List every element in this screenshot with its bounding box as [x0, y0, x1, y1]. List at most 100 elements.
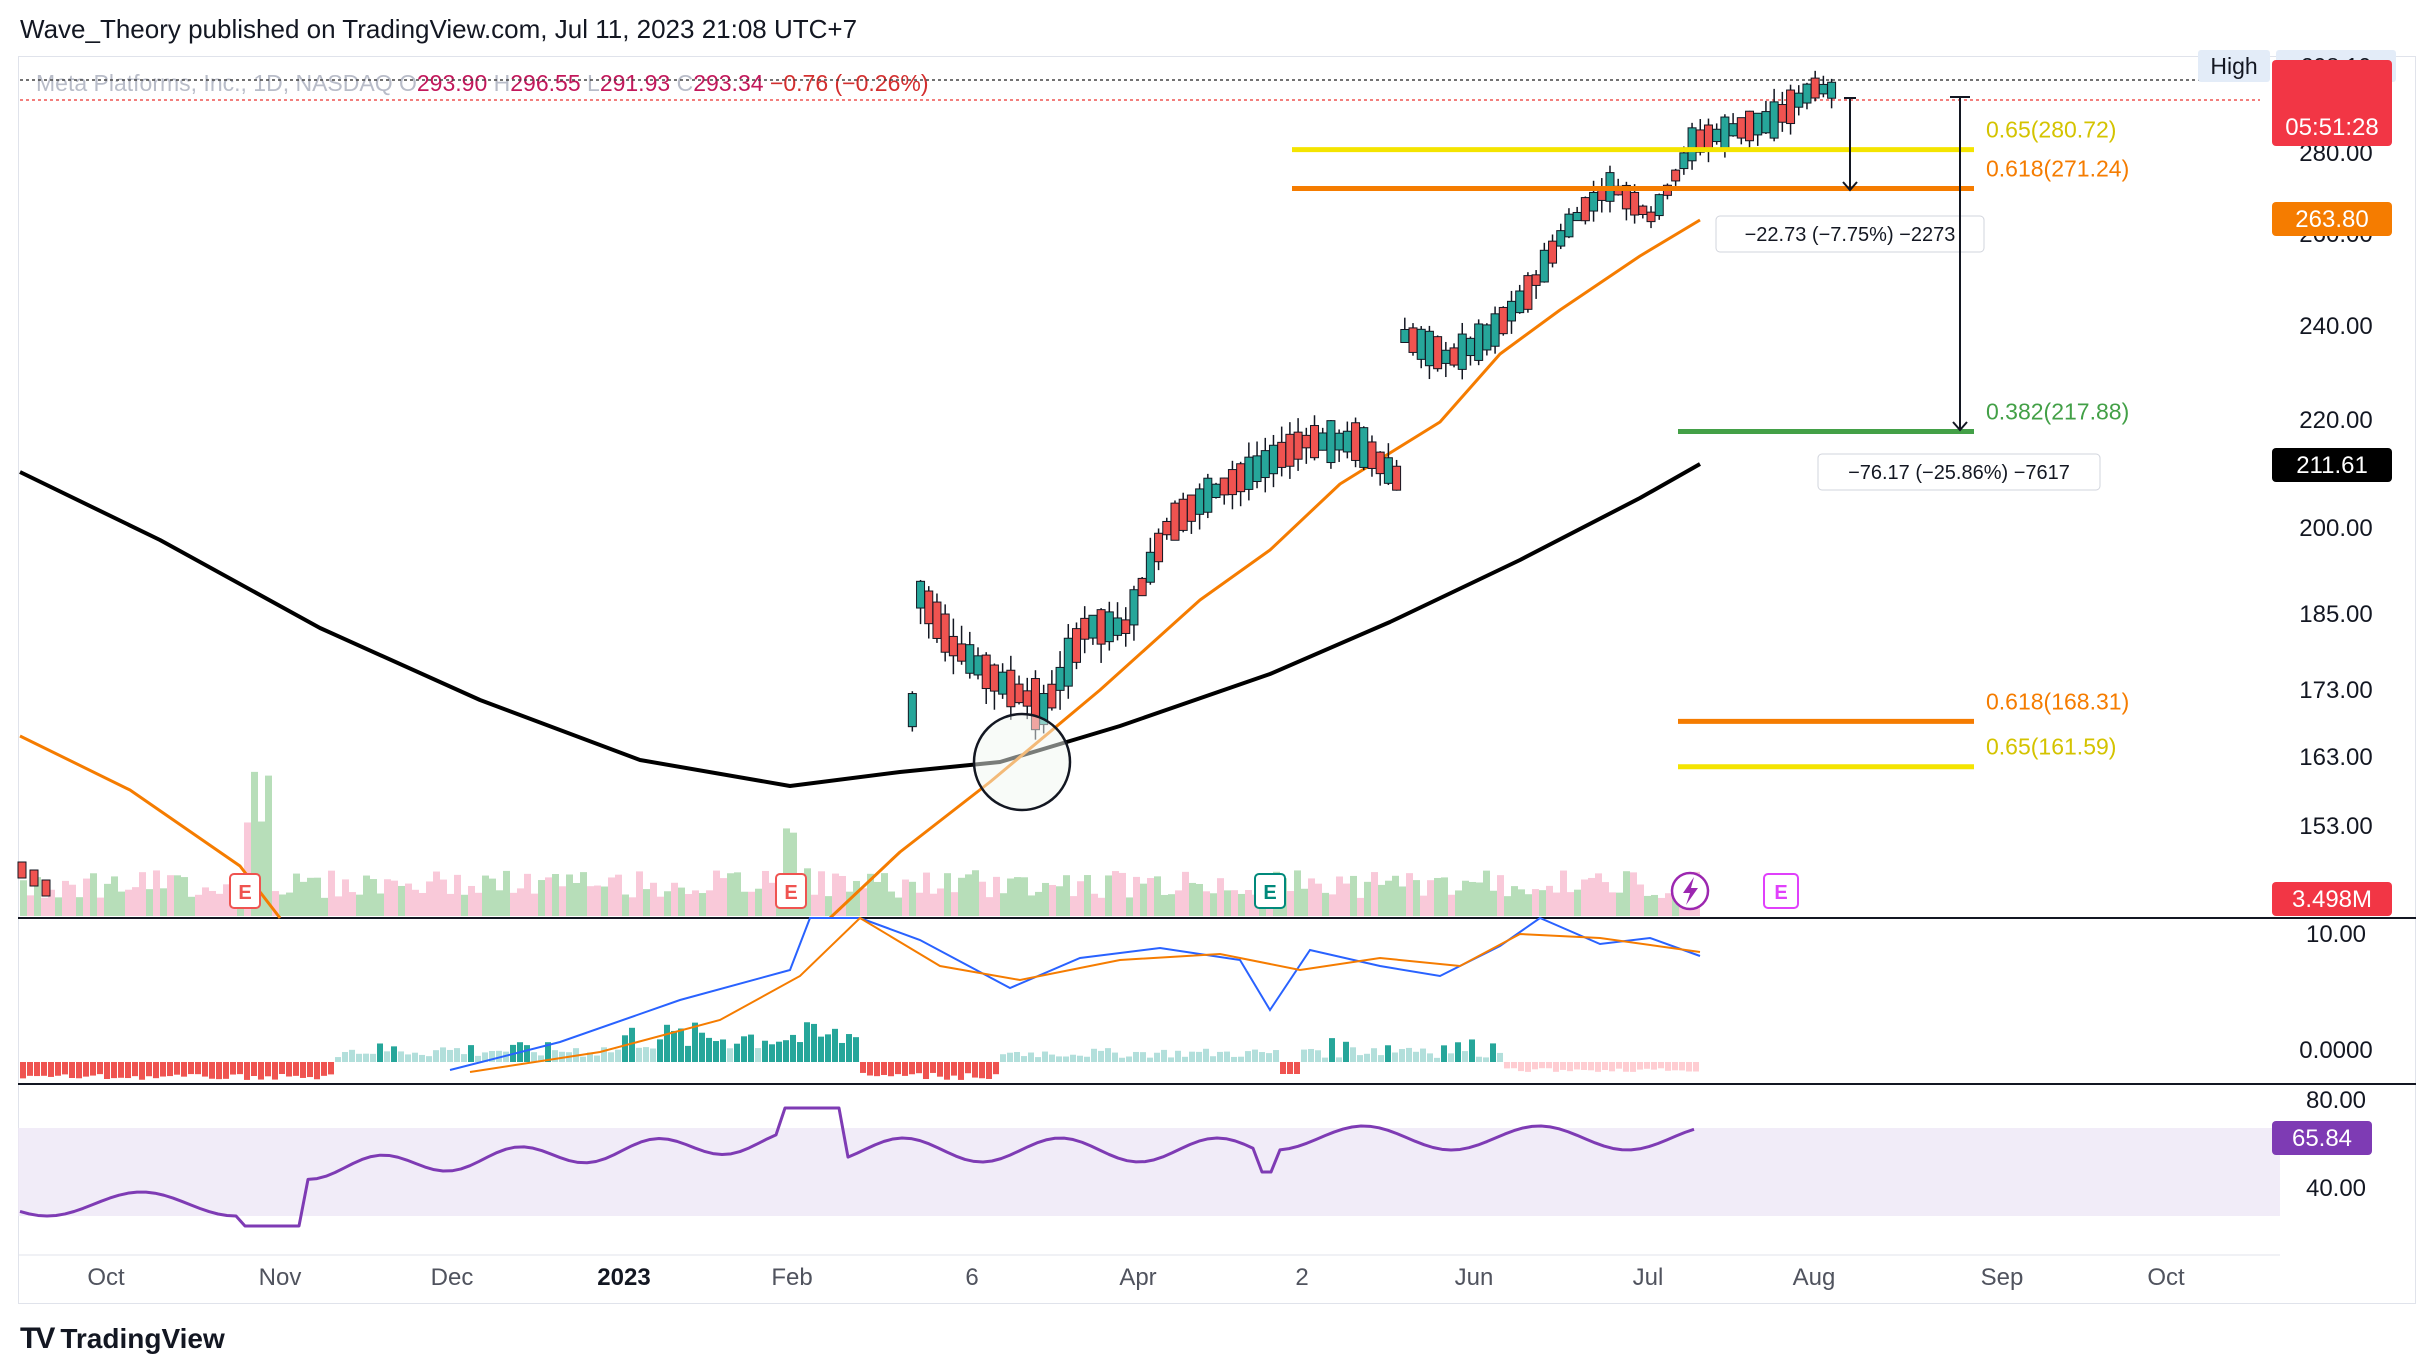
volume-bar — [741, 891, 748, 916]
candle-body — [1129, 589, 1139, 626]
close-value: 293.34 — [693, 70, 764, 96]
earnings-marker-nov[interactable]: E — [229, 873, 261, 909]
volume-bar — [244, 822, 251, 916]
candle-body — [973, 655, 983, 676]
price-tick-label: 220.00 — [2299, 407, 2372, 434]
volume-bar — [307, 877, 314, 916]
volume-bar — [552, 874, 559, 916]
macd-histogram-bar — [762, 1040, 768, 1062]
earnings-marker-apr-label: E — [1263, 882, 1276, 904]
volume-bar — [839, 875, 846, 916]
candle-body — [1646, 211, 1656, 223]
rsi-badge: 65.84 — [2272, 1121, 2372, 1155]
macd-histogram-bar — [1567, 1062, 1573, 1072]
macd-histogram-bar — [531, 1052, 537, 1062]
countdown-badge-box — [2272, 60, 2392, 146]
rsi-pane — [19, 1106, 1695, 1228]
volume-bar — [1413, 880, 1420, 916]
macd-line[interactable] — [449, 916, 1701, 1071]
rsi-line[interactable] — [19, 1106, 1695, 1228]
symbol-name[interactable]: Meta Platforms, Inc., 1D, NASDAQ — [36, 70, 393, 96]
measure-long-tool[interactable]: −76.17 (−25.86%) −7617 — [1817, 96, 2101, 491]
volume-bar — [699, 893, 706, 916]
volume-bar — [363, 875, 370, 916]
volume-bar — [412, 889, 419, 916]
time-axis[interactable]: Oct Nov Dec 2023 Feb 6 Apr 2 Jun Jul Aug Sep Oct — [87, 1264, 2185, 1291]
candle-body — [1113, 617, 1123, 636]
macd-histogram-bar — [1490, 1043, 1496, 1062]
macd-histogram-bar — [1672, 1062, 1678, 1071]
volume-bar — [1217, 878, 1224, 916]
volume-bar — [433, 871, 440, 916]
macd-histogram-bar — [671, 1030, 677, 1062]
volume-bar — [1441, 877, 1448, 916]
ma-fast-line[interactable] — [828, 218, 1701, 920]
price-axis[interactable]: 280.00260.00240.00220.00200.00185.00173.… — [2299, 140, 2372, 1202]
candle-body — [1745, 110, 1755, 142]
candle-body — [1285, 433, 1295, 467]
candle-body — [1753, 112, 1763, 136]
volume-bar — [881, 873, 888, 916]
macd-histogram-bar — [1119, 1057, 1125, 1062]
earnings-marker-future[interactable]: E — [1763, 873, 1799, 909]
volume-bar — [1532, 889, 1539, 916]
macd-histogram-bar — [496, 1050, 502, 1062]
volume-badge: 3.498M — [2272, 882, 2392, 916]
volume-bar — [1203, 891, 1210, 916]
chart-frame[interactable] — [18, 56, 2416, 1304]
candle-body — [41, 879, 51, 897]
macd-histogram-bar — [622, 1035, 628, 1062]
macd-histogram-bar — [1483, 1057, 1489, 1062]
macd-histogram-bar — [1651, 1062, 1657, 1070]
macd-histogram-bar — [804, 1022, 810, 1062]
macd-histogram-bar — [846, 1034, 852, 1062]
volume-bar — [202, 887, 209, 916]
volume-bar — [321, 897, 328, 916]
candle-body — [1556, 230, 1566, 247]
macd-histogram-bar — [384, 1051, 390, 1062]
macd-histogram-bar — [244, 1062, 250, 1080]
lightning-icon[interactable] — [1670, 871, 1710, 911]
volume-bar — [1602, 882, 1609, 916]
macd-histogram-bar — [482, 1052, 488, 1062]
macd-histogram-bar — [769, 1044, 775, 1062]
macd-signal-line[interactable] — [469, 916, 1701, 1073]
candle-body — [1572, 211, 1582, 222]
macd-histogram-bar — [916, 1062, 922, 1074]
tradingview-footer[interactable]: TV TradingView — [20, 1322, 225, 1356]
earnings-marker-feb[interactable]: E — [775, 873, 807, 909]
time-axis-label: Aug — [1793, 1264, 1836, 1291]
macd-histogram-bar — [1161, 1049, 1167, 1062]
earnings-marker-apr[interactable]: E — [1254, 873, 1286, 909]
candle-body — [1268, 444, 1278, 475]
macd-histogram-bar — [300, 1062, 306, 1078]
macd-histogram-bar — [741, 1036, 747, 1062]
volume-bar — [370, 879, 377, 916]
volume-bar — [832, 873, 839, 916]
fib-level-label: 0.382(217.88) — [1986, 398, 2129, 424]
macd-histogram-bar — [475, 1055, 481, 1062]
macd-histogram-bar — [370, 1053, 376, 1062]
candle-body — [1195, 488, 1205, 515]
macd-histogram-bar — [874, 1062, 880, 1077]
time-axis-label: Dec — [431, 1264, 474, 1291]
candle-body — [1227, 469, 1237, 496]
crossover-circle[interactable] — [972, 712, 1072, 812]
measure-short-tool[interactable]: −22.73 (−7.75%) −2273 — [1715, 97, 1985, 253]
volume-bar — [706, 890, 713, 916]
macd-histogram-bar — [272, 1062, 278, 1080]
earnings-marker-nov-box — [229, 873, 261, 909]
volume-bar — [762, 870, 769, 916]
symbol-legend[interactable]: Meta Platforms, Inc., 1D, NASDAQ O293.90… — [36, 70, 929, 97]
macd-histogram-bar — [1056, 1056, 1062, 1062]
volume-bar — [20, 880, 27, 916]
macd-histogram-bar — [41, 1062, 47, 1076]
macd-histogram-bar — [790, 1034, 796, 1062]
ma-slow-line[interactable] — [19, 462, 1701, 788]
volume-bar — [755, 888, 762, 916]
candle-body — [1630, 191, 1640, 216]
macd-histogram-bar — [307, 1062, 313, 1078]
candle-body — [1162, 520, 1172, 536]
candle-body — [1186, 494, 1196, 522]
